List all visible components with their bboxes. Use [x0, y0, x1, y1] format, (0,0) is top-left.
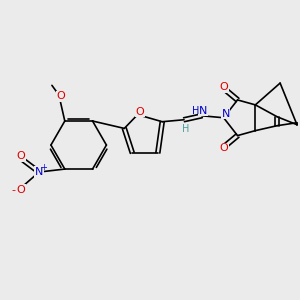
Text: O: O [219, 143, 228, 154]
Text: N: N [221, 109, 230, 119]
Text: H: H [182, 124, 190, 134]
Text: O: O [219, 82, 228, 92]
Text: O: O [17, 151, 26, 161]
Text: +: + [40, 163, 47, 172]
Text: H: H [192, 106, 200, 116]
Text: N: N [199, 106, 207, 116]
Text: N: N [35, 167, 43, 177]
Text: -: - [11, 185, 15, 195]
Text: O: O [135, 107, 144, 117]
Text: O: O [56, 91, 65, 101]
Text: O: O [17, 185, 26, 195]
